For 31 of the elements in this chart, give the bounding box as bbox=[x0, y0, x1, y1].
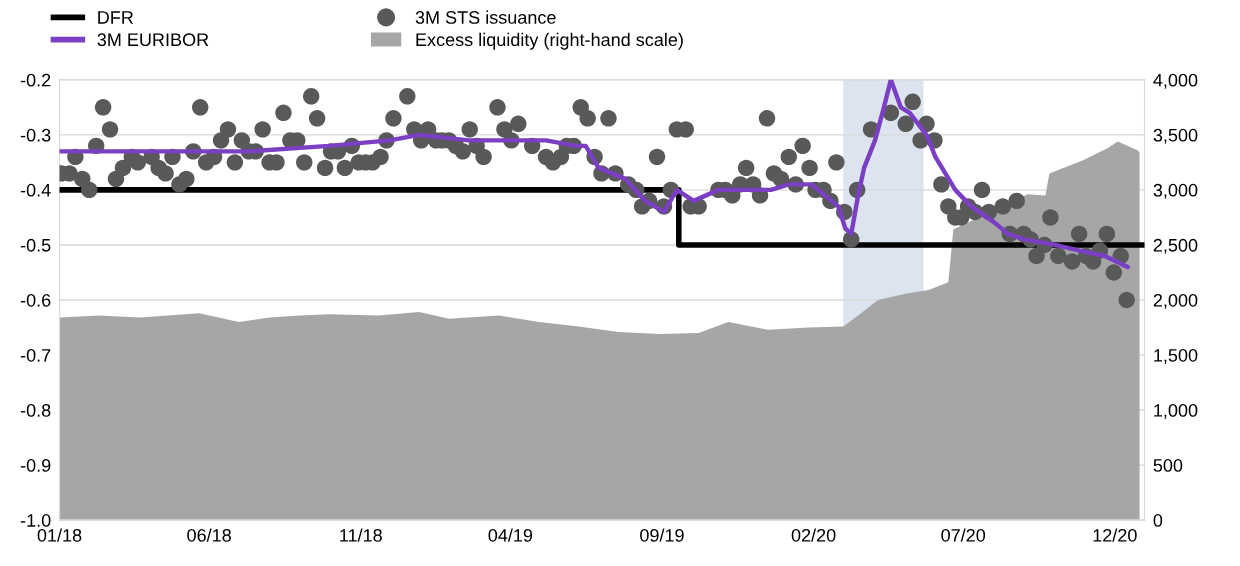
y2-tick-label: 0 bbox=[1153, 514, 1163, 527]
y2-tick-label: 1,000 bbox=[1154, 404, 1198, 419]
legend-label: DFR bbox=[98, 11, 134, 24]
x-tick-label: 12/20 bbox=[1093, 528, 1137, 542]
y-tick-label: -0.6 bbox=[20, 293, 51, 307]
y2-tick-label: 1,500 bbox=[1154, 348, 1198, 364]
y2-tick-label: 4,000 bbox=[1153, 73, 1198, 89]
y-tick-label: -0.9 bbox=[20, 459, 51, 472]
legend-label: 3M EURIBOR bbox=[97, 33, 209, 47]
x-tick-label: 02/20 bbox=[791, 528, 836, 542]
y-tick-label: -0.3 bbox=[20, 128, 51, 142]
y-tick-label: -1.0 bbox=[20, 514, 51, 527]
y2-tick-label: 500 bbox=[1153, 459, 1183, 472]
legend-label: 3M STS issuance bbox=[415, 10, 556, 24]
y-tick-label: -0.2 bbox=[20, 73, 51, 87]
y2-tick-label: 2,500 bbox=[1153, 238, 1198, 254]
x-tick-label: 06/18 bbox=[187, 528, 231, 542]
line-series bbox=[59, 79, 1130, 270]
y-tick-label: -0.7 bbox=[20, 348, 51, 362]
y2-tick-label: 2,000 bbox=[1153, 293, 1198, 309]
y-tick-label: -0.5 bbox=[20, 238, 51, 252]
y-tick-label: -0.4 bbox=[20, 183, 51, 197]
x-tick-label: 07/20 bbox=[941, 528, 986, 542]
y2-tick-label: 3,500 bbox=[1153, 128, 1198, 144]
x-tick-label: 01/18 bbox=[37, 528, 82, 542]
x-tick-label: 04/19 bbox=[488, 528, 533, 542]
y-tick-label: -0.8 bbox=[20, 404, 51, 417]
legend-label: Excess liquidity (right-hand scale) bbox=[416, 32, 683, 50]
x-tick-label: 11/18 bbox=[340, 528, 382, 542]
x-tick-label: 09/19 bbox=[640, 528, 684, 542]
y2-tick-label: 3,000 bbox=[1153, 183, 1198, 199]
